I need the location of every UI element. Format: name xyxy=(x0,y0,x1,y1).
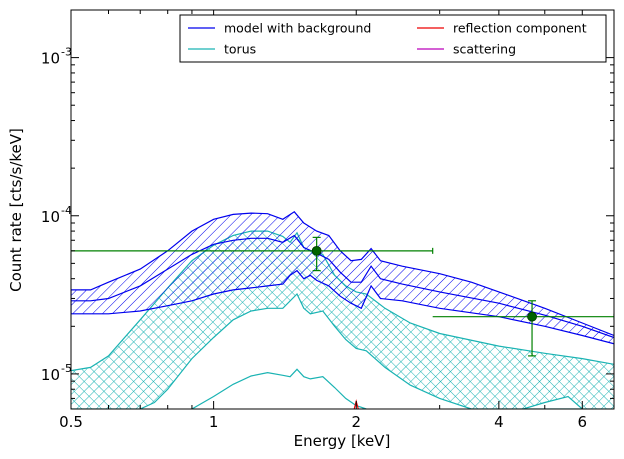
y-tick-label: 10 xyxy=(41,50,60,68)
torus-lower-line xyxy=(71,292,614,409)
x-tick-label: 2 xyxy=(351,413,361,431)
data-marker xyxy=(311,245,322,256)
data-point-2 xyxy=(432,300,614,357)
torus-band-gap xyxy=(523,396,583,409)
model-lower-line xyxy=(71,269,614,345)
plot-content xyxy=(71,211,614,409)
y-tick-labels: 10-510-410-3 xyxy=(41,46,72,384)
y-axis-label: Count rate [cts/s/keV] xyxy=(7,128,25,292)
data-marker xyxy=(527,311,537,322)
x-tick-label: 4 xyxy=(494,413,504,431)
y-tick-label-exponent: -5 xyxy=(61,362,72,375)
x-tick-label: 0.5 xyxy=(59,413,83,431)
y-tick-label: 10 xyxy=(41,366,60,384)
torus-hump-line xyxy=(191,368,367,409)
legend-label: model with background xyxy=(224,21,371,36)
legend: model with background torus reflection com… xyxy=(179,14,607,63)
torus-tail-line xyxy=(522,395,583,409)
model-upper-line xyxy=(71,211,614,337)
x-tick-labels: 0.5 1 2 4 6 xyxy=(59,413,587,431)
y-tick-label: 10 xyxy=(41,208,60,226)
legend-label: torus xyxy=(224,42,256,57)
torus-hump-mask xyxy=(191,369,367,409)
x-tick-label: 6 xyxy=(578,413,588,431)
x-axis-label: Energy [keV] xyxy=(294,432,391,450)
plot-frame xyxy=(70,9,615,410)
legend-label: reflection component xyxy=(453,21,587,36)
x-tick-label: 1 xyxy=(209,413,219,431)
y-tick-label-exponent: -4 xyxy=(61,204,72,217)
y-tick-label-exponent: -3 xyxy=(61,46,72,59)
model-band xyxy=(71,211,614,344)
legend-label: scattering xyxy=(453,42,516,57)
data-point-1 xyxy=(71,236,434,272)
legend-box xyxy=(179,14,607,63)
